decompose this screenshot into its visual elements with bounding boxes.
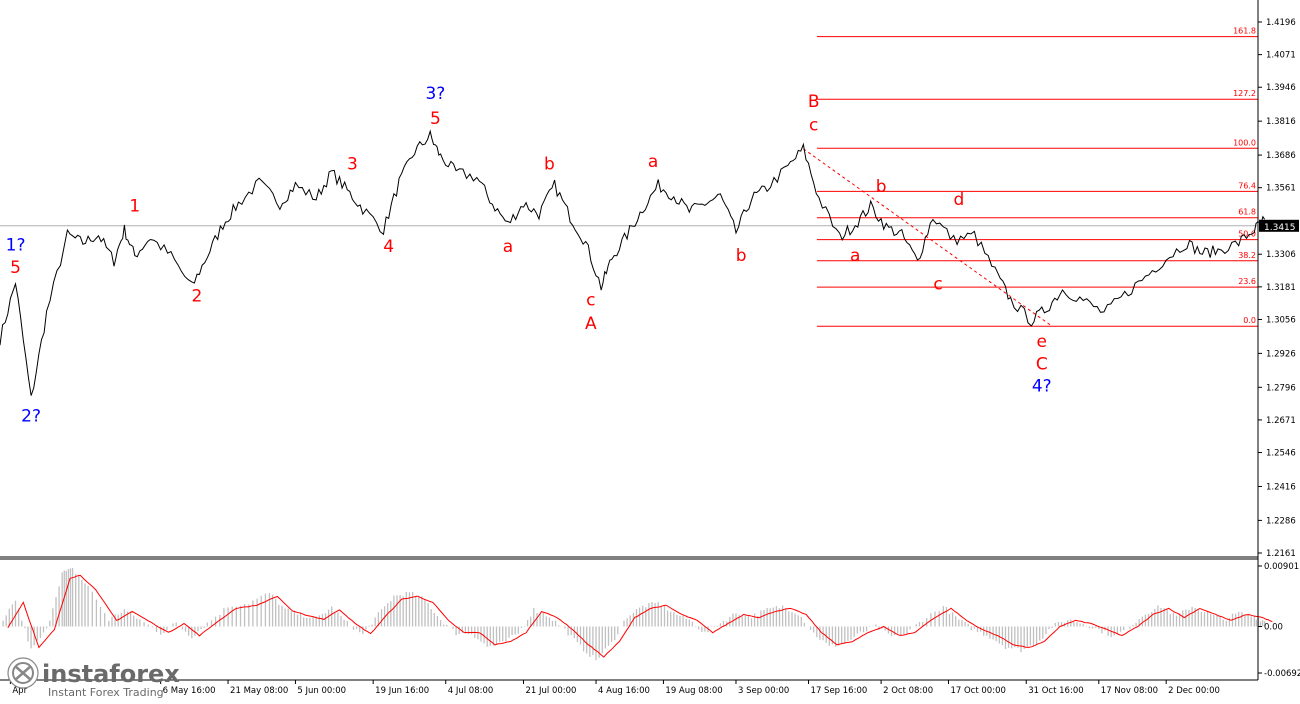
fib-level-label: 0.0 bbox=[1243, 316, 1256, 325]
fib-level-label: 127.2 bbox=[1233, 89, 1256, 98]
oscillator-signal-line bbox=[7, 574, 1273, 658]
y-tick-label: 1.3056 bbox=[1266, 315, 1296, 325]
x-tick-label: 17 Nov 08:00 bbox=[1101, 686, 1158, 696]
fib-level-label: 76.4 bbox=[1238, 181, 1256, 190]
wave-label: b bbox=[736, 246, 747, 266]
wave-label: C bbox=[1036, 354, 1048, 374]
wave-label: c bbox=[933, 275, 942, 295]
wave-label: 5 bbox=[10, 258, 21, 278]
osc-y-tick-label: 0.00901 bbox=[1264, 562, 1299, 572]
price-series-line bbox=[0, 129, 1266, 396]
wave-label: B bbox=[808, 92, 820, 112]
x-tick-label: Apr bbox=[12, 686, 27, 696]
x-tick-label: 17 Sep 16:00 bbox=[811, 686, 868, 696]
y-tick-label: 1.2926 bbox=[1266, 349, 1296, 359]
wave-label: A bbox=[585, 314, 597, 334]
wave-label: a bbox=[503, 237, 513, 257]
wave-label: 1? bbox=[6, 236, 26, 256]
x-tick-label: 31 Oct 16:00 bbox=[1028, 686, 1083, 696]
osc-y-tick-label: -0.00692 bbox=[1264, 669, 1300, 679]
wave-label: 3 bbox=[347, 155, 358, 175]
x-tick-label: 2 Dec 00:00 bbox=[1168, 686, 1220, 696]
current-price-label: 1.3415 bbox=[1264, 223, 1296, 233]
y-tick-label: 1.3181 bbox=[1266, 283, 1296, 293]
logo-tagline: Instant Forex Trading bbox=[48, 686, 164, 698]
wave-label: 5 bbox=[430, 109, 441, 129]
y-tick-label: 1.2671 bbox=[1266, 416, 1296, 426]
y-tick-label: 1.2286 bbox=[1266, 516, 1296, 526]
wave-label: c bbox=[586, 290, 595, 310]
wave-label: b bbox=[876, 177, 887, 197]
instaforex-logo: instaforex Instant Forex Trading bbox=[4, 656, 182, 699]
y-tick-label: 1.4071 bbox=[1266, 51, 1296, 61]
fib-level-label: 38.2 bbox=[1238, 251, 1256, 260]
y-tick-label: 1.3686 bbox=[1266, 151, 1296, 161]
y-tick-label: 1.2161 bbox=[1266, 549, 1296, 559]
x-tick-label: 21 Jul 00:00 bbox=[525, 686, 576, 696]
x-tick-label: 19 Jun 16:00 bbox=[375, 686, 429, 696]
oscillator-panel bbox=[0, 568, 1273, 661]
wave-label: e bbox=[1037, 332, 1047, 352]
fib-level-label: 161.8 bbox=[1233, 27, 1256, 36]
x-tick-label: 4 Aug 16:00 bbox=[598, 686, 650, 696]
x-tick-label: 5 Jun 00:00 bbox=[297, 686, 346, 696]
wave-label: 2? bbox=[21, 406, 41, 426]
fib-level-label: 61.8 bbox=[1238, 208, 1256, 217]
x-tick-label: 19 Aug 08:00 bbox=[665, 686, 722, 696]
wave-label: a bbox=[850, 246, 860, 266]
y-tick-label: 1.2416 bbox=[1266, 482, 1296, 492]
y-tick-label: 1.3946 bbox=[1266, 83, 1296, 93]
wave-label: 4? bbox=[1032, 376, 1052, 396]
x-tick-label: 6 May 16:00 bbox=[163, 686, 216, 696]
wave-label: c bbox=[809, 116, 818, 136]
wave-label: 1 bbox=[129, 196, 140, 216]
y-tick-label: 1.3306 bbox=[1266, 250, 1296, 260]
fib-level-label: 50.0 bbox=[1238, 230, 1256, 239]
y-tick-label: 1.2796 bbox=[1266, 383, 1296, 393]
x-tick-label: 3 Sep 00:00 bbox=[738, 686, 789, 696]
wave-label: a bbox=[648, 152, 658, 172]
wave-label: d bbox=[953, 190, 964, 210]
y-tick-label: 1.3816 bbox=[1266, 117, 1296, 127]
x-tick-label: 17 Oct 00:00 bbox=[950, 686, 1005, 696]
osc-y-tick-label: 0.00 bbox=[1264, 623, 1283, 633]
instaforex-logo-icon: instaforex Instant Forex Trading bbox=[7, 657, 180, 699]
wave-label: b bbox=[544, 155, 555, 175]
wave-trendline bbox=[803, 148, 1053, 327]
wave-label: 4 bbox=[383, 237, 394, 257]
x-tick-label: 21 May 08:00 bbox=[230, 686, 288, 696]
wave-label: 3? bbox=[425, 84, 445, 104]
y-tick-label: 1.3561 bbox=[1266, 184, 1296, 194]
logo-brand: instaforex bbox=[42, 660, 180, 688]
wave-label: 2 bbox=[192, 286, 203, 306]
price-panel: 0.0 23.6 38.2 50.0 61.8 76.4 100.0 127.2 161.8 bbox=[0, 27, 1266, 396]
fib-level-label: 100.0 bbox=[1233, 138, 1256, 147]
y-tick-label: 1.2546 bbox=[1266, 449, 1296, 459]
current-price-marker bbox=[1259, 219, 1299, 232]
fib-level-label: 23.6 bbox=[1238, 277, 1256, 286]
x-tick-label: 4 Jul 08:00 bbox=[448, 686, 494, 696]
x-tick-label: 2 Oct 08:00 bbox=[883, 686, 933, 696]
y-tick-label: 1.4196 bbox=[1266, 18, 1296, 28]
